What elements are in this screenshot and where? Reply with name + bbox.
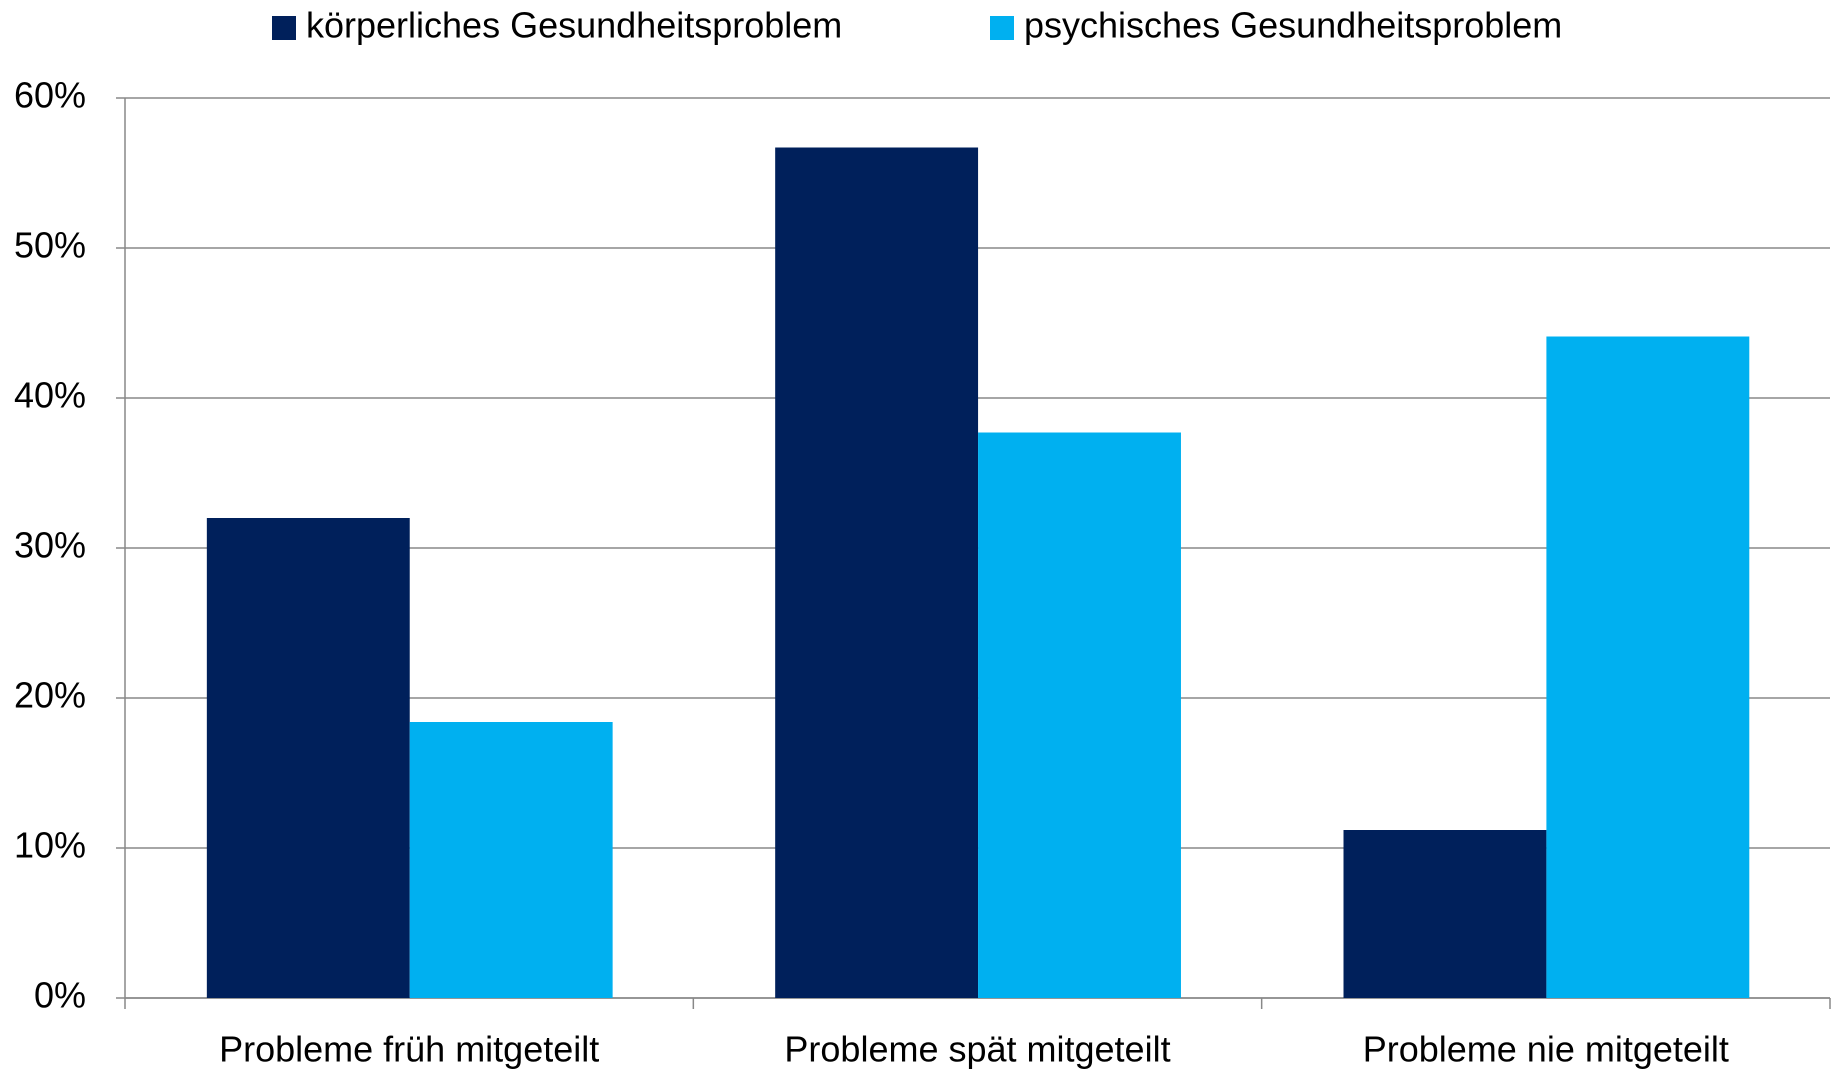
x-tick-label: Probleme nie mitgeteilt	[1363, 1029, 1729, 1070]
bar	[206, 518, 410, 998]
y-tick-label: 50%	[14, 225, 86, 266]
bar	[978, 432, 1181, 998]
bar	[1546, 336, 1750, 998]
y-tick-label: 0%	[34, 975, 86, 1016]
bar	[775, 147, 979, 998]
y-tick-label: 30%	[14, 525, 86, 566]
bar	[1343, 830, 1547, 998]
y-tick-label: 40%	[14, 375, 86, 416]
legend-swatch	[272, 16, 296, 40]
legend-label: psychisches Gesundheitsproblem	[1024, 5, 1562, 46]
y-tick-label: 60%	[14, 75, 86, 116]
y-tick-label: 20%	[14, 675, 86, 716]
x-tick-label: Probleme spät mitgeteilt	[784, 1029, 1170, 1070]
legend-swatch	[990, 16, 1014, 40]
bar	[409, 722, 613, 998]
legend-label: körperliches Gesundheitsproblem	[306, 5, 842, 46]
y-tick-label: 10%	[14, 825, 86, 866]
x-tick-label: Probleme früh mitgeteilt	[219, 1029, 599, 1070]
